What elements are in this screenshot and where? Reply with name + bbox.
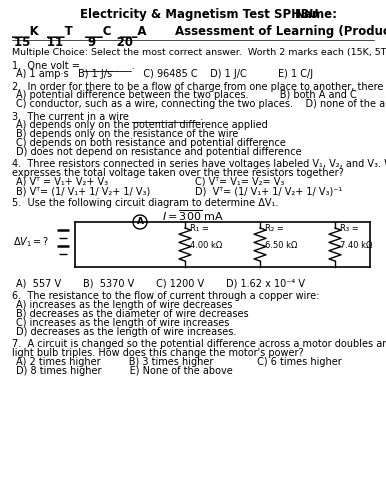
Text: 1.  One volt = __________.: 1. One volt = __________.	[12, 60, 135, 71]
Text: light bulb triples. How does this change the motor's power?: light bulb triples. How does this change…	[12, 348, 304, 358]
Text: A) 2 times higher         B) 3 times higher              C) 6 times higher: A) 2 times higher B) 3 times higher C) 6…	[16, 357, 342, 367]
Text: 15    11      9     20: 15 11 9 20	[14, 36, 133, 49]
Text: B) depends only on the resistance of the wire: B) depends only on the resistance of the…	[16, 129, 239, 139]
Text: A) depends only on the potential difference applied: A) depends only on the potential differe…	[16, 120, 268, 130]
Text: C) depends on both resistance and potential difference: C) depends on both resistance and potent…	[16, 138, 286, 148]
Text: A) increases as the length of wire decreases: A) increases as the length of wire decre…	[16, 300, 232, 310]
Text: B) Vᵀ= (1/ V₁+ 1/ V₂+ 1/ V₃): B) Vᵀ= (1/ V₁+ 1/ V₂+ 1/ V₃)	[16, 186, 150, 196]
Text: 4.  Three resistors connected in series have voltages labeled V₁, V₂, and V₃. Wh: 4. Three resistors connected in series h…	[12, 159, 386, 169]
Text: 3.  The current in a wire ______________.: 3. The current in a wire ______________.	[12, 111, 203, 122]
Text: A) Vᵀ = V₁+ V₂+ V₃: A) Vᵀ = V₁+ V₂+ V₃	[16, 177, 108, 187]
Text: D) 8 times higher         E) None of the above: D) 8 times higher E) None of the above	[16, 366, 233, 376]
Text: A: A	[137, 218, 144, 226]
Text: 6.  The resistance to the flow of current through a copper wire:: 6. The resistance to the flow of current…	[12, 291, 319, 301]
Text: A) potential difference between the two places.          B) both A and C: A) potential difference between the two …	[16, 90, 357, 100]
Text: C) Vᵀ= V₁= V₂= V₃: C) Vᵀ= V₁= V₂= V₃	[195, 177, 284, 187]
Text: Multiple Choice: Select the most correct answer.  Worth 2 marks each (15K, 5T): Multiple Choice: Select the most correct…	[12, 48, 386, 57]
Text: $\Delta V_1 = ?$: $\Delta V_1 = ?$	[13, 236, 49, 250]
Text: expresses the total voltage taken over the three resistors together?: expresses the total voltage taken over t…	[12, 168, 344, 178]
Text: 4.00 kΩ: 4.00 kΩ	[190, 242, 222, 250]
Text: A)  557 V       B)  5370 V       C) 1200 V       D) 1.62 x 10⁻⁴ V: A) 557 V B) 5370 V C) 1200 V D) 1.62 x 1…	[16, 279, 305, 289]
Text: 2.  In order for there to be a flow of charge from one place to another, there m: 2. In order for there to be a flow of ch…	[12, 81, 386, 92]
Text: $I = \overline{300}$ mA: $I = \overline{300}$ mA	[162, 208, 224, 223]
Text: ___K  ___T   ___C  ___A: ___K ___T ___C ___A	[12, 25, 147, 38]
Text: A) 1 amp·s   B) 1 J/s          C) 96485 C    D) 1 J/C          E) 1 C/J: A) 1 amp·s B) 1 J/s C) 96485 C D) 1 J/C …	[16, 69, 313, 79]
Text: Electricity & Magnetism Test SPH3U: Electricity & Magnetism Test SPH3U	[80, 8, 319, 21]
Text: D)  Vᵀ= (1/ V₁+ 1/ V₂+ 1/ V₃)⁻¹: D) Vᵀ= (1/ V₁+ 1/ V₂+ 1/ V₃)⁻¹	[195, 186, 342, 196]
Text: B) decreases as the diameter of wire decreases: B) decreases as the diameter of wire dec…	[16, 309, 249, 319]
Text: 5.  Use the following circuit diagram to determine ΔV₁.: 5. Use the following circuit diagram to …	[12, 198, 278, 208]
Text: R₃ =: R₃ =	[340, 224, 359, 233]
Text: R₁ =: R₁ =	[190, 224, 209, 233]
Text: Assessment of Learning (Product): Assessment of Learning (Product)	[175, 25, 386, 38]
Text: D) does not depend on resistance and potential difference: D) does not depend on resistance and pot…	[16, 147, 301, 157]
Text: Name:: Name:	[295, 8, 338, 21]
Text: D) decreases as the length of wire increases.: D) decreases as the length of wire incre…	[16, 327, 236, 337]
Text: C) conductor, such as a wire, connecting the two places.    D) none of the above: C) conductor, such as a wire, connecting…	[16, 99, 386, 109]
Text: 7.40 kΩ: 7.40 kΩ	[340, 242, 372, 250]
Text: R₂ =: R₂ =	[265, 224, 284, 233]
Text: 6.50 kΩ: 6.50 kΩ	[265, 242, 297, 250]
Text: 7.  A circuit is changed so the potential difference across a motor doubles and : 7. A circuit is changed so the potential…	[12, 339, 386, 349]
Text: C) increases as the length of wire increases: C) increases as the length of wire incre…	[16, 318, 229, 328]
